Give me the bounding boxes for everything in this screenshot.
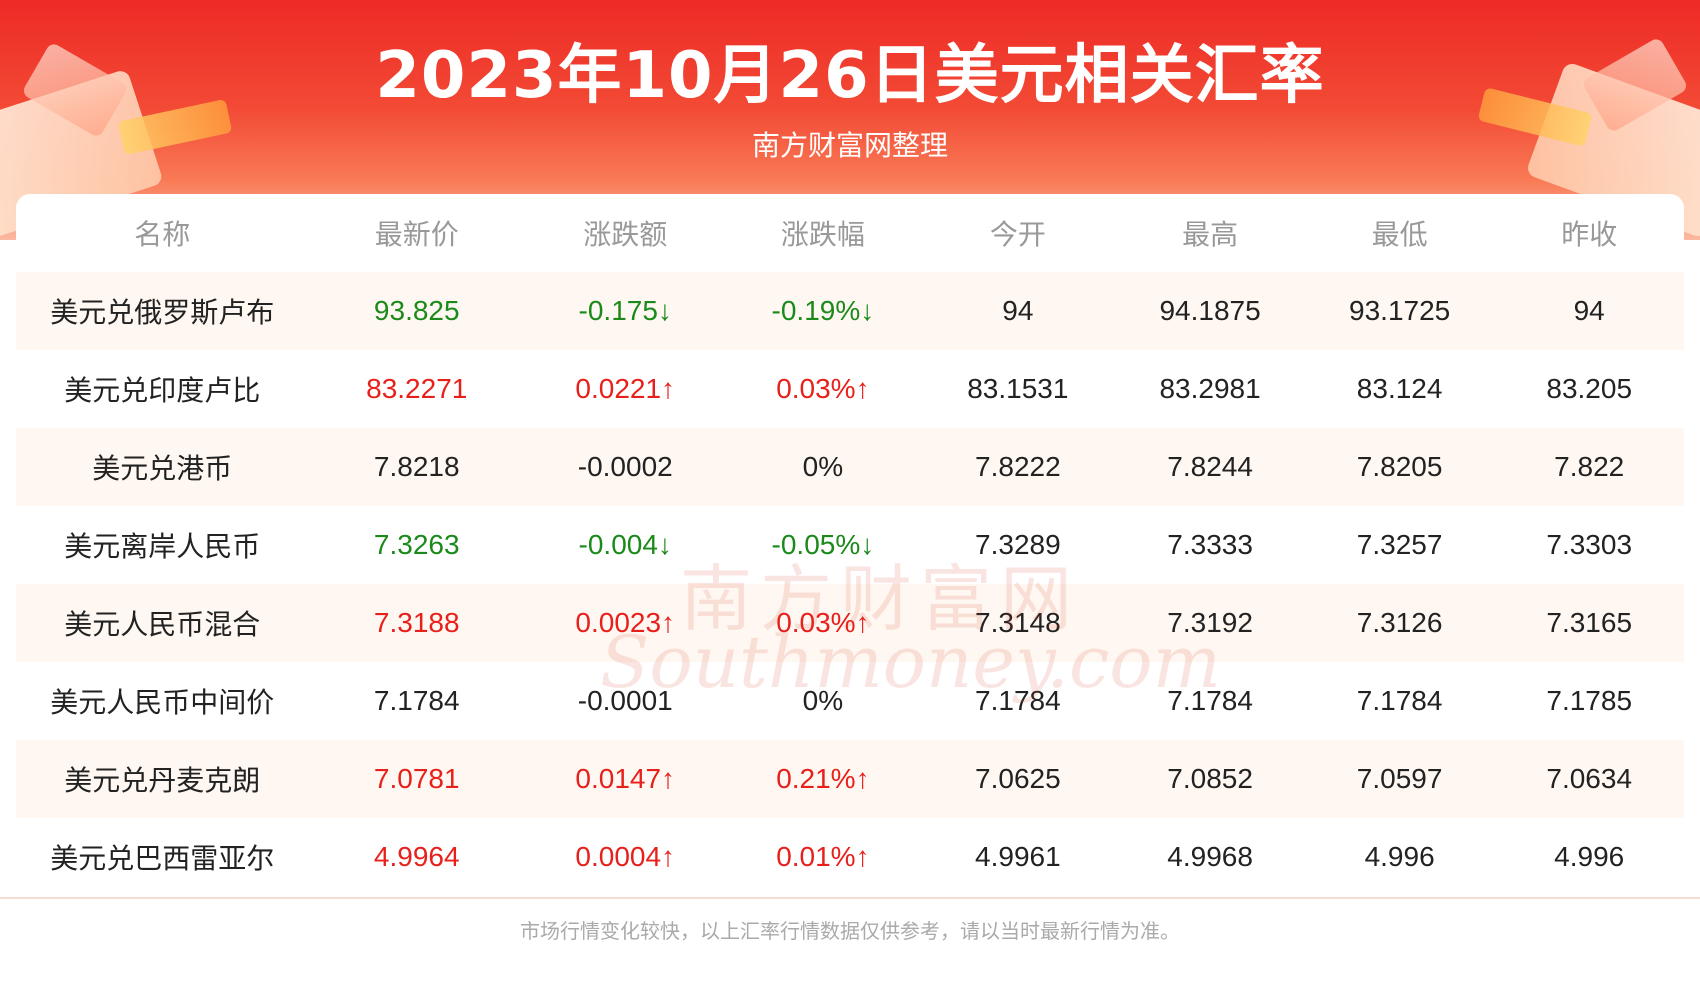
cell-change: -0.0001 bbox=[525, 662, 726, 740]
cell-name: 美元人民币混合 bbox=[16, 584, 309, 662]
cell-low: 7.1784 bbox=[1304, 662, 1495, 740]
table-row: 美元人民币中间价 7.1784 -0.0001 0% 7.1784 7.1784 7.178… bbox=[16, 662, 1684, 740]
cell-name: 美元兑俄罗斯卢布 bbox=[16, 272, 309, 350]
cell-latest: 93.825 bbox=[308, 272, 526, 350]
cell-open: 7.3148 bbox=[920, 584, 1116, 662]
cell-open: 83.1531 bbox=[920, 350, 1116, 428]
cell-prev-close: 7.3165 bbox=[1494, 584, 1684, 662]
header-prev-close: 昨收 bbox=[1561, 218, 1618, 251]
cell-latest: 7.1784 bbox=[308, 662, 526, 740]
table-row: 美元兑港币 7.8218 -0.0002 0% 7.8222 7.8244 7.8205 7.… bbox=[16, 428, 1684, 506]
cell-high: 94.1875 bbox=[1115, 272, 1305, 350]
table-row: 美元兑印度卢比 83.2271 0.0221↑ 0.03%↑ 83.1531 83.298… bbox=[16, 350, 1684, 428]
header-open: 今开 bbox=[989, 218, 1046, 251]
cell-change: -0.175↓ bbox=[525, 272, 726, 350]
table-row: 美元兑俄罗斯卢布 93.825 -0.175↓ -0.19%↓ 94 94.1875 93.… bbox=[16, 272, 1684, 350]
header-latest: 最新价 bbox=[374, 218, 459, 251]
cell-high: 4.9968 bbox=[1115, 818, 1305, 896]
cell-open: 7.1784 bbox=[920, 662, 1116, 740]
exchange-rate-table: 名称 最新价 涨跌额 涨跌幅 今开 最高 最低 昨收 美元兑俄罗斯卢布 93.82… bbox=[16, 194, 1684, 896]
cell-change: -0.004↓ bbox=[525, 506, 726, 584]
cell-name: 美元兑印度卢比 bbox=[16, 350, 309, 428]
cell-latest: 83.2271 bbox=[308, 350, 526, 428]
cell-change-pct: 0% bbox=[725, 662, 921, 740]
cell-low: 93.1725 bbox=[1304, 272, 1495, 350]
cell-latest: 7.8218 bbox=[308, 428, 526, 506]
header-change-pct: 涨跌幅 bbox=[780, 218, 865, 251]
header-low: 最低 bbox=[1371, 218, 1428, 251]
table-row: 美元兑巴西雷亚尔 4.9964 0.0004↑ 0.01%↑ 4.9961 4.9968 4… bbox=[16, 818, 1684, 896]
table-row: 美元人民币混合 7.3188 0.0023↑ 0.03%↑ 7.3148 7.3192 7.… bbox=[16, 584, 1684, 662]
cell-name: 美元离岸人民币 bbox=[16, 506, 309, 584]
header-change: 涨跌额 bbox=[583, 218, 668, 251]
header-high: 最高 bbox=[1182, 218, 1239, 251]
cell-name: 美元兑丹麦克朗 bbox=[16, 740, 309, 818]
cell-prev-close: 4.996 bbox=[1494, 818, 1684, 896]
cell-open: 7.3289 bbox=[920, 506, 1116, 584]
cell-change-pct: 0% bbox=[725, 428, 921, 506]
cell-prev-close: 94 bbox=[1494, 272, 1684, 350]
cell-change-pct: -0.05%↓ bbox=[725, 506, 921, 584]
cell-prev-close: 7.0634 bbox=[1494, 740, 1684, 818]
cell-latest: 7.3188 bbox=[308, 584, 526, 662]
cell-low: 7.3257 bbox=[1304, 506, 1495, 584]
cell-open: 94 bbox=[920, 272, 1116, 350]
header-name: 名称 bbox=[134, 218, 191, 251]
cell-low: 4.996 bbox=[1304, 818, 1495, 896]
cell-latest: 4.9964 bbox=[308, 818, 526, 896]
cell-open: 7.8222 bbox=[920, 428, 1116, 506]
cell-high: 7.3192 bbox=[1115, 584, 1305, 662]
cell-low: 83.124 bbox=[1304, 350, 1495, 428]
cell-high: 7.1784 bbox=[1115, 662, 1305, 740]
cell-name: 美元兑巴西雷亚尔 bbox=[16, 818, 309, 896]
cell-prev-close: 7.3303 bbox=[1494, 506, 1684, 584]
cell-high: 7.0852 bbox=[1115, 740, 1305, 818]
cell-name: 美元人民币中间价 bbox=[16, 662, 309, 740]
cell-high: 7.8244 bbox=[1115, 428, 1305, 506]
cell-prev-close: 7.822 bbox=[1494, 428, 1684, 506]
cell-high: 7.3333 bbox=[1115, 506, 1305, 584]
cell-change-pct: 0.01%↑ bbox=[725, 818, 921, 896]
cell-change: -0.0002 bbox=[525, 428, 726, 506]
cell-change: 0.0221↑ bbox=[525, 350, 726, 428]
cell-change: 0.0147↑ bbox=[525, 740, 726, 818]
cell-latest: 7.3263 bbox=[308, 506, 526, 584]
cell-change-pct: 0.03%↑ bbox=[725, 584, 921, 662]
cell-prev-close: 7.1785 bbox=[1494, 662, 1684, 740]
cell-open: 7.0625 bbox=[920, 740, 1116, 818]
footer-disclaimer: 市场行情变化较快，以上汇率行情数据仅供参考，请以当时最新行情为准。 bbox=[520, 919, 1180, 943]
cell-change-pct: -0.19%↓ bbox=[725, 272, 921, 350]
page-subtitle: 南方财富网整理 bbox=[751, 129, 948, 162]
cell-change: 0.0004↑ bbox=[525, 818, 726, 896]
table-row: 美元离岸人民币 7.3263 -0.004↓ -0.05%↓ 7.3289 7.3333 7… bbox=[16, 506, 1684, 584]
cell-high: 83.2981 bbox=[1115, 350, 1305, 428]
cell-change-pct: 0.21%↑ bbox=[725, 740, 921, 818]
cell-prev-close: 83.205 bbox=[1494, 350, 1684, 428]
cell-change-pct: 0.03%↑ bbox=[725, 350, 921, 428]
page-title: 2023年10月26日美元相关汇率 bbox=[375, 39, 1325, 113]
cell-low: 7.3126 bbox=[1304, 584, 1495, 662]
cell-change: 0.0023↑ bbox=[525, 584, 726, 662]
cell-open: 4.9961 bbox=[920, 818, 1116, 896]
cell-name: 美元兑港币 bbox=[16, 428, 309, 506]
cell-latest: 7.0781 bbox=[308, 740, 526, 818]
table-header-row: 名称 最新价 涨跌额 涨跌幅 今开 最高 最低 昨收 bbox=[16, 194, 1684, 272]
cell-low: 7.8205 bbox=[1304, 428, 1495, 506]
cell-low: 7.0597 bbox=[1304, 740, 1495, 818]
table-row: 美元兑丹麦克朗 7.0781 0.0147↑ 0.21%↑ 7.0625 7.0852 7.… bbox=[16, 740, 1684, 818]
divider bbox=[0, 897, 1700, 899]
